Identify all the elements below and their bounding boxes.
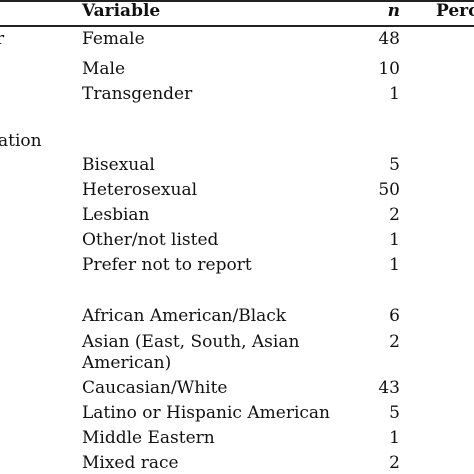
row-variable: Latino or Hispanic American bbox=[82, 403, 330, 423]
row-n: 6 bbox=[389, 306, 400, 326]
row-n: 43 bbox=[378, 378, 400, 398]
row-variable: Bisexual bbox=[82, 155, 155, 175]
row-variable: Male bbox=[82, 59, 126, 79]
row-variable: Caucasian/White bbox=[82, 378, 228, 398]
group-label-orientation: ation bbox=[0, 131, 42, 151]
row-variable: Lesbian bbox=[82, 205, 150, 225]
row-variable: Mixed race bbox=[82, 453, 179, 473]
row-n: 1 bbox=[389, 428, 400, 448]
top-rule bbox=[0, 0, 474, 2]
row-n: 1 bbox=[389, 255, 400, 275]
header-rule bbox=[0, 25, 474, 27]
group-label-gender: r bbox=[0, 29, 5, 49]
row-variable-line2: American) bbox=[82, 353, 172, 373]
row-n: 2 bbox=[389, 205, 400, 225]
row-n: 48 bbox=[378, 29, 400, 49]
row-variable: Asian (East, South, Asian bbox=[82, 332, 300, 352]
row-n: 50 bbox=[378, 180, 400, 200]
row-n: 1 bbox=[389, 84, 400, 104]
row-n: 1 bbox=[389, 230, 400, 250]
row-variable: Middle Eastern bbox=[82, 428, 215, 448]
row-n: 5 bbox=[389, 403, 400, 423]
row-variable: Heterosexual bbox=[82, 180, 198, 200]
row-n: 10 bbox=[378, 59, 400, 79]
row-variable: Other/not listed bbox=[82, 230, 219, 250]
row-n: 2 bbox=[389, 332, 400, 352]
header-variable: Variable bbox=[82, 1, 161, 21]
header-n: n bbox=[387, 1, 400, 21]
row-n: 5 bbox=[389, 155, 400, 175]
row-n: 2 bbox=[389, 453, 400, 473]
row-variable: Transgender bbox=[82, 84, 193, 104]
row-variable: African American/Black bbox=[82, 306, 287, 326]
header-percent: Perc bbox=[436, 1, 474, 21]
row-variable: Female bbox=[82, 29, 145, 49]
row-variable: Prefer not to report bbox=[82, 255, 252, 275]
